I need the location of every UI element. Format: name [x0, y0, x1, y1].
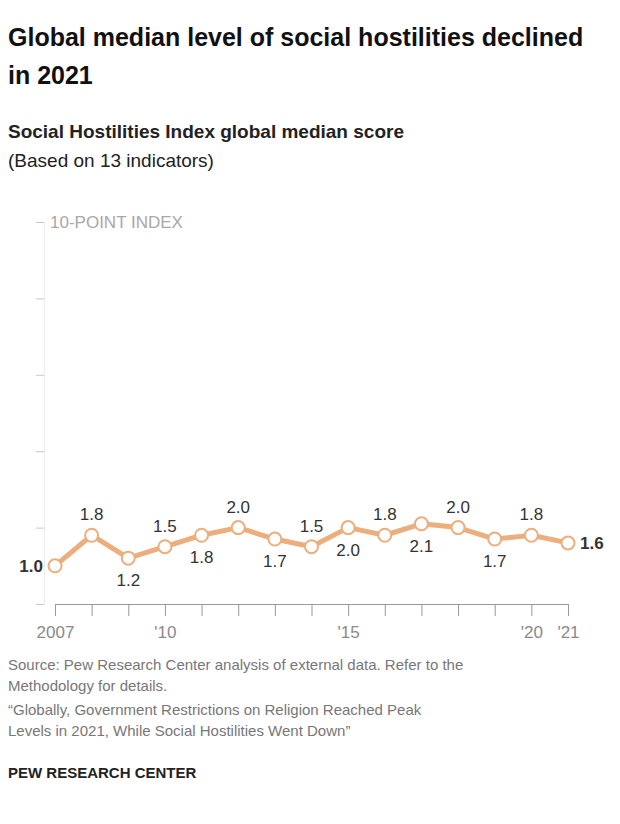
data-point	[378, 529, 391, 542]
x-tick-mark	[568, 604, 569, 616]
x-tick	[238, 604, 239, 616]
x-tick-mark	[495, 604, 496, 616]
x-tick-mark	[202, 604, 203, 616]
y-axis-line	[44, 223, 45, 605]
x-tick-mark	[421, 604, 422, 616]
data-point	[232, 521, 245, 534]
x-tick-mark	[55, 604, 56, 616]
y-tick-mark	[36, 298, 44, 299]
data-label: 1.5	[300, 517, 324, 536]
data-label: 2.0	[336, 541, 360, 560]
x-tick	[128, 604, 129, 616]
data-label: 1.8	[190, 548, 214, 567]
data-point	[158, 540, 171, 553]
data-point	[415, 517, 428, 530]
x-tick-label: '15	[338, 623, 360, 642]
x-tick	[495, 604, 496, 616]
data-point	[305, 540, 318, 553]
footnote: Methodology for details.	[8, 677, 167, 694]
data-point	[488, 533, 501, 546]
y-tick	[36, 451, 44, 452]
x-tick: '20	[521, 604, 543, 642]
data-label: 1.2	[116, 571, 140, 590]
x-tick-mark	[385, 604, 386, 616]
footnote: Levels in 2021, While Social Hostilities…	[8, 722, 350, 739]
x-tick	[458, 604, 459, 616]
x-tick-mark	[238, 604, 239, 616]
x-tick-mark	[128, 604, 129, 616]
data-label: 1.8	[373, 505, 397, 524]
data-label: 1.0	[19, 557, 43, 576]
y-tick	[36, 222, 44, 223]
x-tick	[421, 604, 422, 616]
data-label: 1.7	[263, 552, 287, 571]
credit: PEW RESEARCH CENTER	[8, 764, 197, 781]
y-tick-mark	[36, 375, 44, 376]
y-tick	[36, 604, 44, 605]
data-label: 2.0	[226, 498, 250, 517]
y-tick	[36, 375, 44, 376]
y-tick	[36, 298, 44, 299]
data-label: 2.1	[410, 537, 434, 556]
data-point	[85, 529, 98, 542]
y-tick-mark	[36, 451, 44, 452]
x-tick: '15	[338, 604, 360, 642]
chart-title: Global median level of social hostilitie…	[8, 23, 583, 89]
subtitle-note: (Based on 13 indicators)	[8, 150, 214, 171]
data-point	[49, 559, 62, 572]
x-tick-mark	[275, 604, 276, 616]
plot-area	[49, 517, 575, 572]
x-tick-label: 2007	[37, 623, 75, 642]
y-tick-mark	[36, 222, 44, 223]
x-tick	[92, 604, 93, 616]
chart-root: Global median level of social hostilitie…	[0, 0, 620, 824]
title-line: in 2021	[8, 61, 93, 89]
x-tick-label: '21	[557, 623, 579, 642]
x-tick	[385, 604, 386, 616]
data-label: 2.0	[446, 498, 470, 517]
x-tick: 2007	[37, 604, 75, 642]
y-tick-mark	[36, 604, 44, 605]
data-point	[342, 521, 355, 534]
x-tick	[312, 604, 313, 616]
y-tick-mark	[36, 528, 44, 529]
data-point	[452, 521, 465, 534]
data-labels: 1.0 1.8 1.2 1.5 1.8 2.0 1.7 1.5 2.0 1.8 2.1 2.0 1.7 1…	[19, 498, 603, 591]
x-tick: '21	[557, 604, 579, 642]
x-tick	[275, 604, 276, 616]
x-tick-mark	[458, 604, 459, 616]
data-point	[562, 536, 575, 549]
x-tick-label: '10	[154, 623, 176, 642]
data-point	[195, 529, 208, 542]
data-point	[525, 529, 538, 542]
x-tick: '10	[154, 604, 176, 642]
data-label: 1.8	[520, 505, 544, 524]
data-point	[268, 533, 281, 546]
chart-subtitle: Social Hostilities Index global median s…	[8, 121, 404, 142]
x-tick-mark	[312, 604, 313, 616]
x-axis: 2007 '10 '15 '20 '21	[37, 604, 580, 642]
y-axis-title: 10-POINT INDEX	[50, 213, 183, 232]
footnote: Source: Pew Research Center analysis of …	[8, 656, 463, 673]
x-tick-mark	[92, 604, 93, 616]
x-tick	[202, 604, 203, 616]
data-label: 1.5	[153, 517, 177, 536]
y-tick	[36, 528, 44, 529]
x-tick-mark	[348, 604, 349, 616]
y-axis	[36, 223, 45, 605]
title-line: Global median level of social hostilitie…	[8, 23, 583, 51]
x-tick-label: '20	[521, 623, 543, 642]
data-label: 1.8	[80, 505, 104, 524]
footnote: “Globally, Government Restrictions on Re…	[8, 701, 422, 718]
data-label: 1.6	[580, 534, 604, 553]
data-label: 1.7	[483, 552, 507, 571]
x-tick-mark	[531, 604, 532, 616]
x-tick-mark	[165, 604, 166, 616]
data-point	[122, 552, 135, 565]
